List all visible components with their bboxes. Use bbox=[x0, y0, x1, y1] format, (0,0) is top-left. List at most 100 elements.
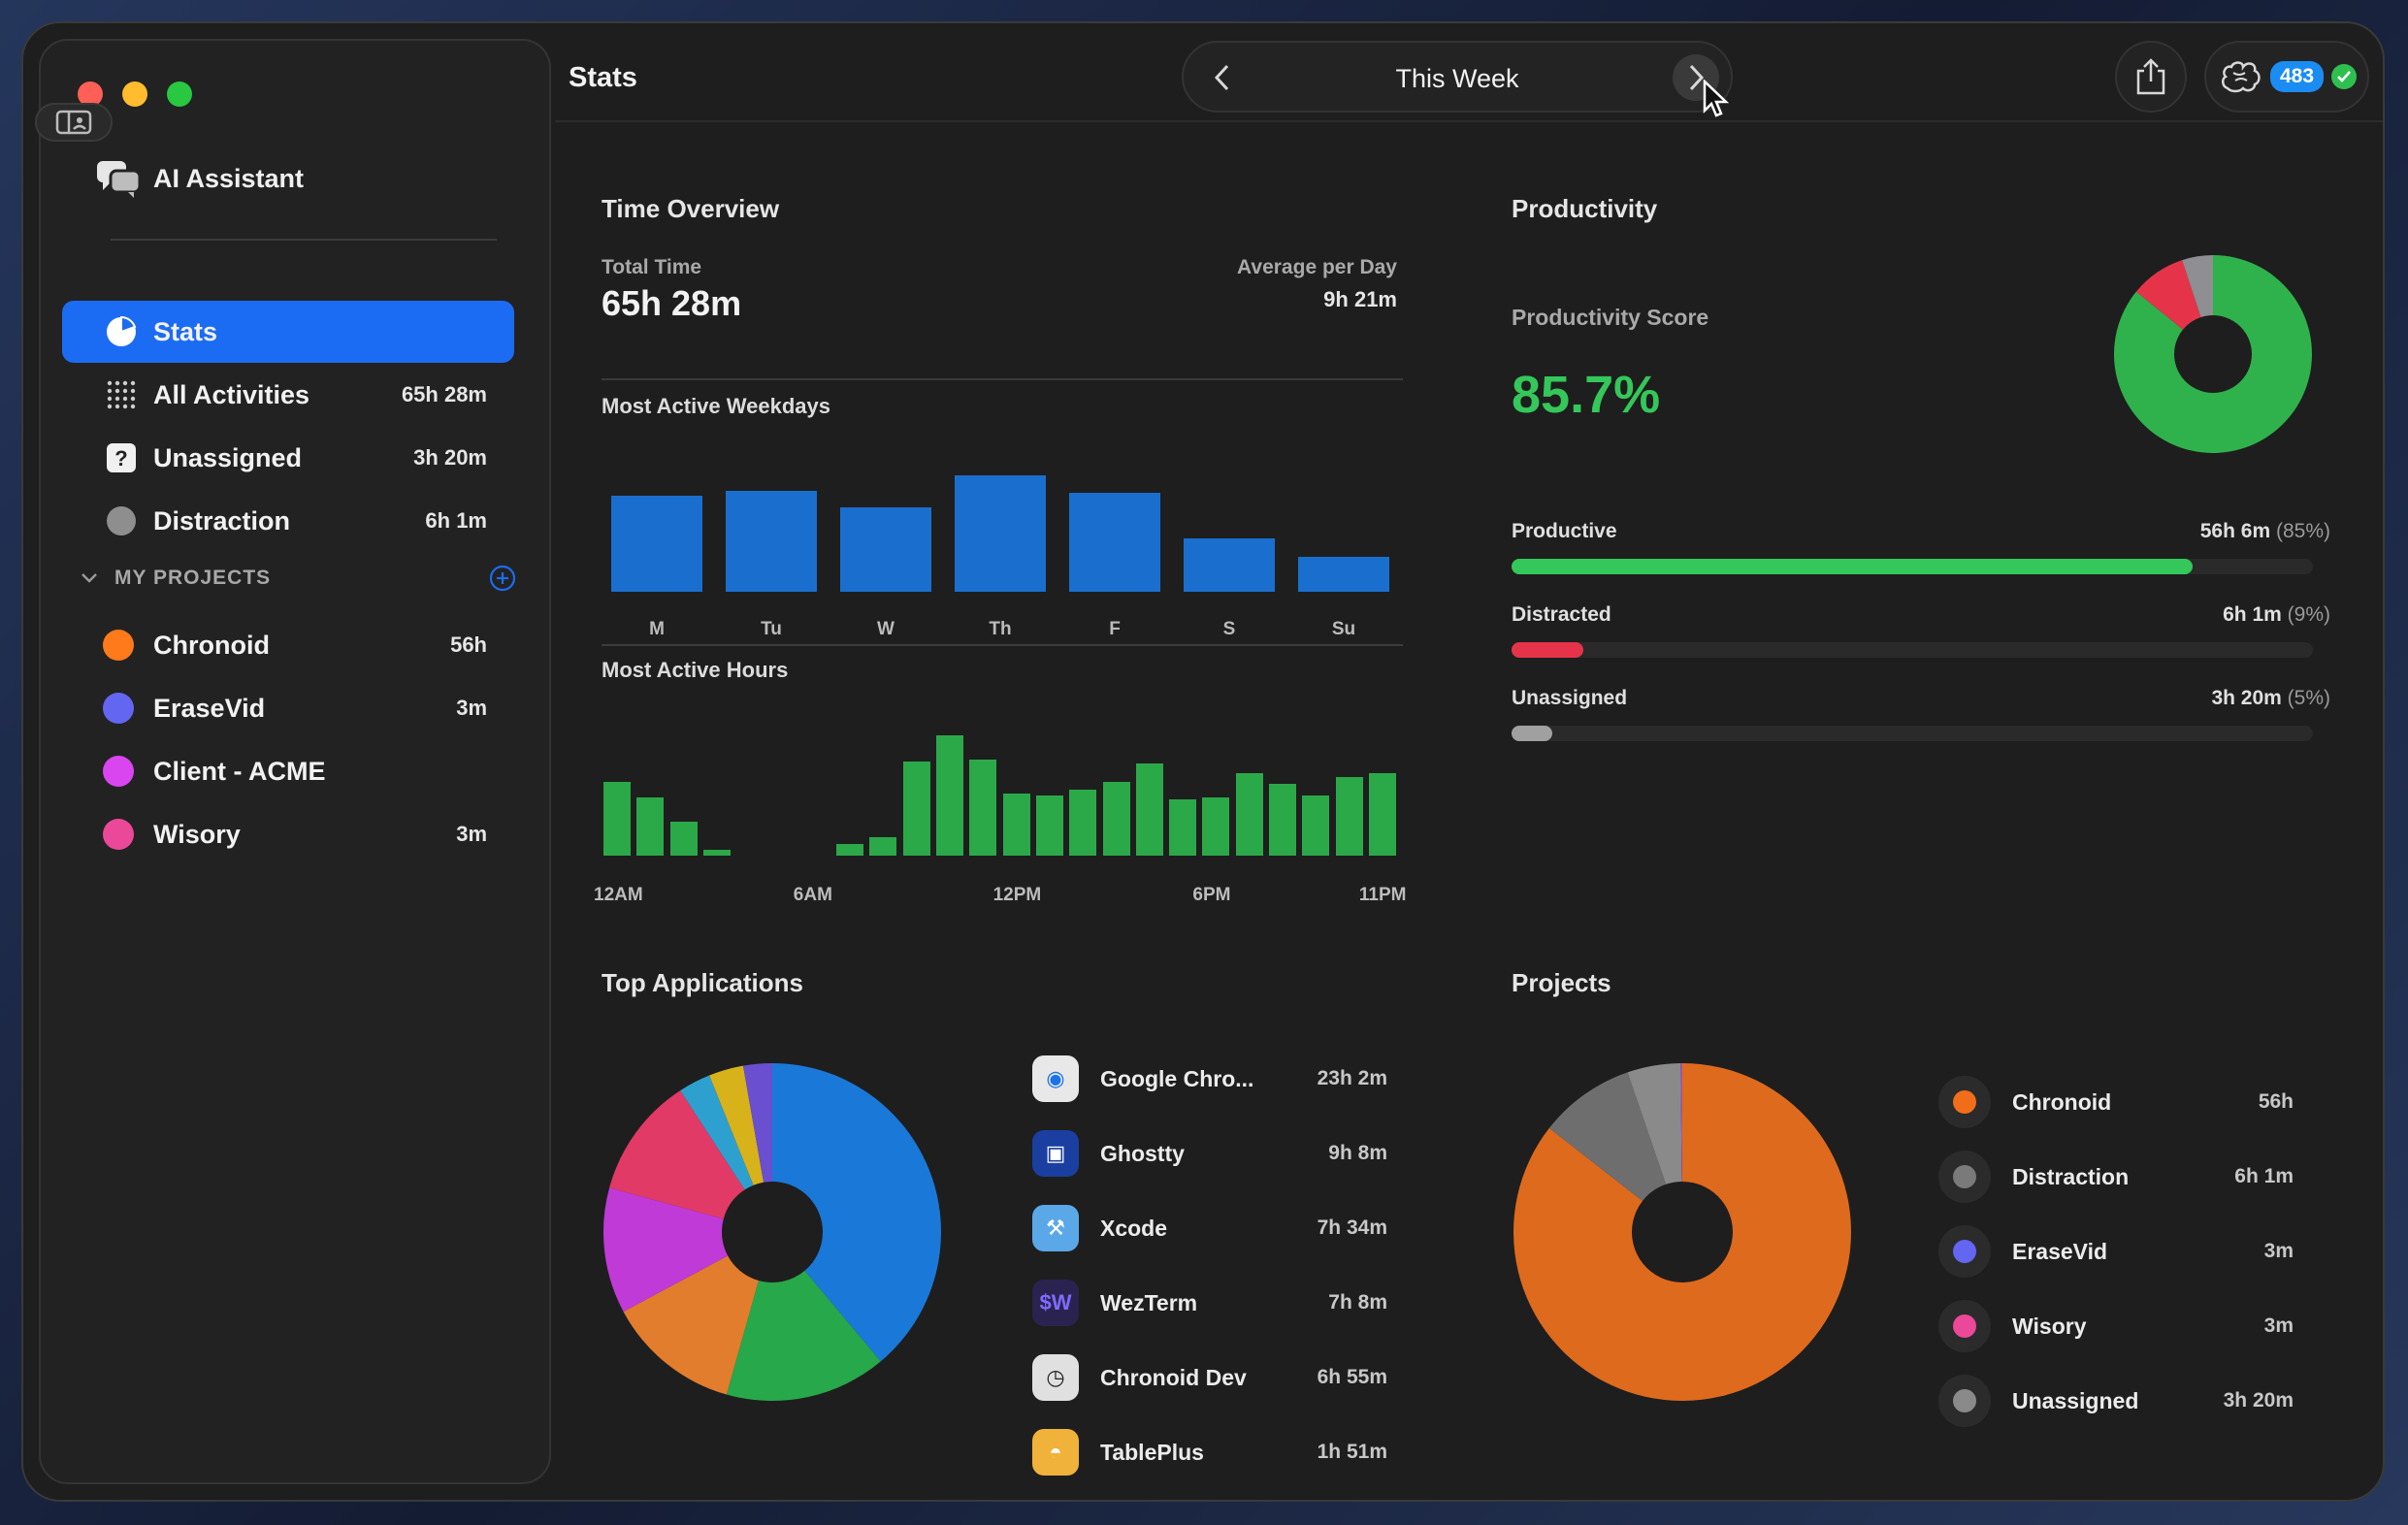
application-name: Chronoid Dev bbox=[1100, 1364, 1247, 1390]
overview-divider bbox=[602, 378, 1403, 380]
hour-bar bbox=[1269, 783, 1296, 856]
hour-tick-label: 6PM bbox=[1192, 885, 1231, 905]
application-slice[interactable] bbox=[680, 1075, 754, 1190]
minimize-window-button[interactable] bbox=[122, 81, 147, 107]
total-time-value: 65h 28m bbox=[602, 283, 742, 323]
project-legend-time: 6h 1m bbox=[2234, 1165, 2294, 1187]
productivity-slice[interactable] bbox=[2114, 255, 2312, 453]
add-project-icon[interactable] bbox=[489, 565, 516, 592]
sidebar-toggle-button[interactable] bbox=[35, 103, 113, 142]
xcode-icon: ⚒ bbox=[1032, 1205, 1079, 1251]
application-slice[interactable] bbox=[726, 1270, 881, 1401]
weekday-bar bbox=[1069, 492, 1160, 592]
application-time: 9h 8m bbox=[1328, 1142, 1387, 1164]
sidebar-project-client-acme[interactable]: Client - ACME bbox=[103, 743, 514, 799]
hour-bar bbox=[1069, 789, 1097, 856]
project-name: Client - ACME bbox=[153, 756, 326, 786]
project-legend-row[interactable]: Chronoid 56h bbox=[1938, 1075, 2294, 1129]
weekday-tick-label: S bbox=[1222, 619, 1236, 639]
application-name: WezTerm bbox=[1100, 1289, 1198, 1315]
productivity-progress-track bbox=[1512, 559, 2313, 574]
project-slice[interactable] bbox=[1680, 1063, 1682, 1183]
average-per-day-label: Average per Day bbox=[1237, 256, 1397, 278]
app-window: AI Assistant Stats All Activities 65h 28… bbox=[21, 21, 2385, 1502]
application-row[interactable]: ◷ Chronoid Dev 6h 55m bbox=[1032, 1352, 1387, 1403]
project-legend-name: Unassigned bbox=[2012, 1387, 2139, 1413]
sidebar-project-wisory[interactable]: Wisory 3m bbox=[103, 806, 514, 862]
productivity-row-percent: (5%) bbox=[2287, 687, 2330, 709]
gray-dot-icon bbox=[105, 504, 138, 537]
productivity-progress-fill bbox=[1512, 726, 1552, 741]
hour-tick-label: 12PM bbox=[992, 885, 1042, 905]
project-name: EraseVid bbox=[153, 693, 266, 723]
most-active-weekdays-title: Most Active Weekdays bbox=[602, 394, 830, 418]
sidebar-item-stats[interactable]: Stats bbox=[62, 301, 514, 363]
sidebar-project-chronoid[interactable]: Chronoid 56h bbox=[103, 617, 514, 673]
project-legend-time: 3h 20m bbox=[2223, 1389, 2294, 1411]
previous-period-button[interactable] bbox=[1203, 58, 1242, 97]
productivity-score-label: Productivity Score bbox=[1512, 305, 1709, 330]
hour-bar bbox=[702, 849, 731, 856]
sidebar-item-distraction[interactable]: Distraction 6h 1m bbox=[62, 490, 514, 552]
application-time: 6h 55m bbox=[1317, 1366, 1387, 1388]
ai-assistant-button[interactable]: AI Assistant bbox=[95, 159, 304, 198]
hour-tick-label: 6AM bbox=[793, 885, 832, 905]
application-row[interactable]: $W WezTerm 7h 8m bbox=[1032, 1278, 1387, 1328]
project-legend-time: 3m bbox=[2263, 1314, 2294, 1337]
application-slice[interactable] bbox=[709, 1065, 765, 1185]
project-color-dot bbox=[1953, 1240, 1976, 1263]
sidebar-item-value: 3h 20m bbox=[413, 445, 487, 470]
application-slice[interactable] bbox=[772, 1063, 941, 1362]
project-slice[interactable] bbox=[1627, 1063, 1682, 1184]
application-name: Ghostty bbox=[1100, 1140, 1185, 1166]
weekday-bar bbox=[726, 490, 817, 592]
application-slice[interactable] bbox=[742, 1063, 772, 1183]
chevron-down-icon[interactable] bbox=[80, 571, 99, 585]
application-slice[interactable] bbox=[609, 1090, 745, 1219]
weekday-axis-line bbox=[602, 644, 1403, 646]
hour-bar bbox=[1135, 762, 1163, 856]
project-legend-row[interactable]: Wisory 3m bbox=[1938, 1299, 2294, 1353]
application-name: Google Chro... bbox=[1100, 1065, 1254, 1091]
sidebar-item-unassigned[interactable]: ? Unassigned 3h 20m bbox=[62, 427, 514, 489]
application-row[interactable]: ⚒ Xcode 7h 34m bbox=[1032, 1203, 1387, 1253]
hour-bar bbox=[1335, 777, 1363, 856]
application-slice[interactable] bbox=[603, 1187, 729, 1313]
application-slice[interactable] bbox=[623, 1255, 759, 1395]
project-legend-name: Chronoid bbox=[2012, 1088, 2112, 1115]
share-icon bbox=[2136, 58, 2165, 95]
ai-status-indicator[interactable]: 483 bbox=[2204, 41, 2369, 113]
project-name: Wisory bbox=[153, 819, 241, 849]
productivity-row-label: Distracted bbox=[1512, 603, 1611, 626]
my-projects-label: MY PROJECTS bbox=[114, 567, 272, 589]
project-legend-row[interactable]: EraseVid 3m bbox=[1938, 1224, 2294, 1279]
sidebar-item-all-activities[interactable]: All Activities 65h 28m bbox=[62, 364, 514, 426]
project-slice[interactable] bbox=[1513, 1063, 1851, 1401]
most-active-hours-title: Most Active Hours bbox=[602, 658, 789, 682]
period-navigator: This Week bbox=[1182, 41, 1733, 113]
productivity-title: Productivity bbox=[1512, 194, 1658, 223]
share-button[interactable] bbox=[2115, 41, 2187, 113]
productivity-slice[interactable] bbox=[2182, 255, 2213, 317]
application-row[interactable]: ▣ Ghostty 9h 8m bbox=[1032, 1128, 1387, 1179]
project-color-dot bbox=[103, 630, 134, 661]
productivity-progress-track bbox=[1512, 726, 2313, 741]
project-legend-row[interactable]: Distraction 6h 1m bbox=[1938, 1150, 2294, 1204]
project-legend-marker bbox=[1938, 1375, 1991, 1427]
project-slice[interactable] bbox=[1548, 1072, 1667, 1202]
application-row[interactable]: ◓ TablePlus 1h 51m bbox=[1032, 1427, 1387, 1477]
zoom-window-button[interactable] bbox=[167, 81, 192, 107]
productivity-slice[interactable] bbox=[2135, 260, 2201, 330]
application-time: 7h 34m bbox=[1317, 1217, 1387, 1239]
close-window-button[interactable] bbox=[78, 81, 103, 107]
project-time: 3m bbox=[456, 696, 487, 720]
sidebar-project-erasevid[interactable]: EraseVid 3m bbox=[103, 680, 514, 736]
application-name: Xcode bbox=[1100, 1215, 1168, 1241]
ai-assistant-label: AI Assistant bbox=[153, 163, 305, 193]
productivity-row-percent: (85%) bbox=[2275, 520, 2330, 542]
application-row[interactable]: ◉ Google Chro... 23h 2m bbox=[1032, 1054, 1387, 1104]
project-legend-marker bbox=[1938, 1225, 1991, 1278]
project-legend-row[interactable]: Unassigned 3h 20m bbox=[1938, 1374, 2294, 1428]
sidebar-item-label: Unassigned bbox=[153, 442, 303, 472]
project-slice[interactable] bbox=[1681, 1063, 1682, 1183]
